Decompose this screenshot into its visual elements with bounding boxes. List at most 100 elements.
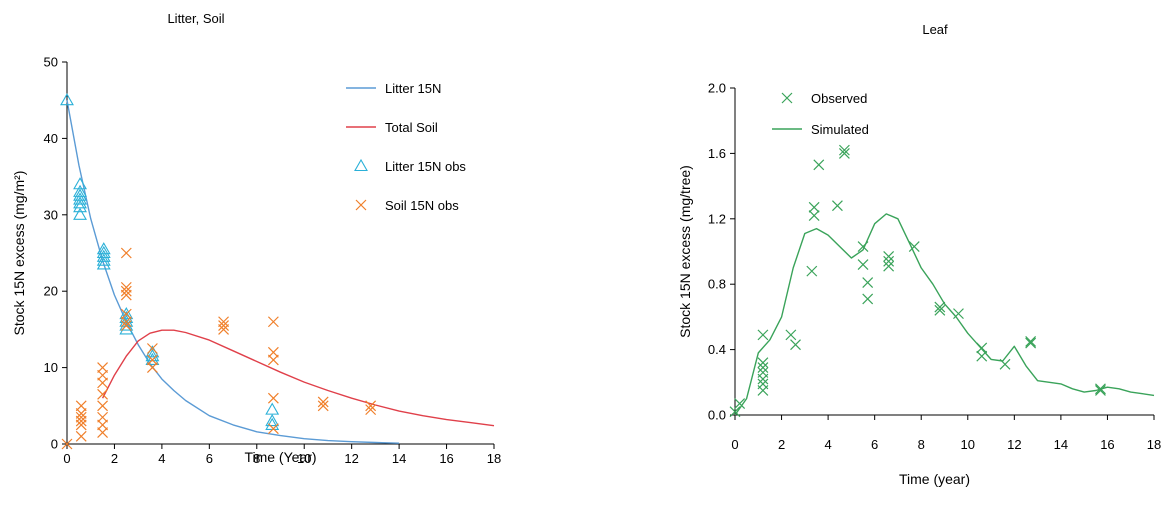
data-point: [218, 316, 229, 328]
legend-label: Simulated: [811, 122, 869, 137]
legend-label: Observed: [811, 91, 867, 106]
data-point: [757, 373, 769, 385]
data-point: [97, 400, 109, 412]
data-point: [120, 308, 132, 320]
data-point: [75, 400, 87, 412]
chart-title: Leaf: [922, 22, 948, 37]
data-point: [838, 147, 850, 159]
y-tick-label: 30: [44, 207, 58, 222]
data-point: [120, 320, 132, 332]
y-tick-label: 40: [44, 131, 58, 146]
data-point: [808, 201, 820, 213]
data-point: [97, 377, 109, 389]
legend-swatch: [354, 158, 368, 172]
data-point: [734, 398, 746, 409]
data-point: [75, 415, 87, 427]
data-point: [73, 188, 87, 201]
data-point: [862, 293, 874, 305]
data-point: [1095, 385, 1106, 396]
data-point: [757, 357, 769, 369]
legend-item: Litter 15N: [346, 81, 441, 96]
data-point: [267, 346, 279, 358]
data-point: [75, 411, 87, 423]
data-point: [120, 247, 132, 259]
data-point: [883, 260, 895, 272]
data-point: [97, 419, 109, 431]
data-point: [934, 301, 946, 313]
x-tick-label: 12: [344, 451, 358, 466]
data-point: [75, 419, 87, 431]
legend-item: Litter 15N obs: [354, 158, 466, 174]
data-point: [60, 93, 74, 106]
legend-label: Total Soil: [385, 120, 438, 135]
data-point: [120, 316, 132, 328]
x-tick-label: 18: [487, 451, 501, 466]
x-tick-label: 12: [1007, 437, 1021, 452]
x-tick-label: 16: [439, 451, 453, 466]
data-point: [729, 406, 741, 418]
data-point: [73, 196, 87, 209]
x-axis-label: Time (year): [899, 471, 970, 487]
y-tick-label: 1.6: [708, 146, 726, 161]
legend-swatch: [781, 92, 793, 104]
data-point: [267, 392, 279, 404]
series-simulated: [734, 213, 1155, 416]
data-point: [883, 250, 895, 262]
x-tick-label: 8: [918, 437, 925, 452]
data-point: [265, 413, 280, 427]
y-tick-label: 0.8: [708, 277, 726, 292]
data-point: [73, 192, 87, 205]
data-point: [96, 249, 111, 262]
x-tick-label: 14: [1054, 437, 1068, 452]
y-tick-label: 0.4: [708, 342, 726, 357]
legend-label: Soil 15N obs: [385, 198, 459, 213]
legend-item: Simulated: [772, 122, 869, 137]
data-point: [120, 289, 132, 301]
data-point: [1025, 337, 1037, 349]
y-tick-label: 0.0: [708, 408, 726, 423]
y-tick-label: 0: [51, 437, 58, 452]
legend-item: Soil 15N obs: [355, 198, 459, 213]
data-point: [75, 430, 87, 442]
series-total-soil: [101, 329, 495, 427]
data-point: [806, 265, 818, 277]
data-point: [857, 259, 869, 271]
x-tick-label: 2: [778, 437, 785, 452]
data-point: [831, 200, 843, 212]
x-tick-label: 4: [824, 437, 831, 452]
x-tick-label: 18: [1147, 437, 1161, 452]
data-point: [953, 308, 964, 320]
y-tick-label: 50: [44, 55, 58, 70]
data-point: [218, 323, 229, 335]
legend-swatch: [355, 199, 367, 211]
series-observed: [729, 144, 1106, 418]
data-point: [317, 400, 329, 412]
series-line: [734, 213, 1155, 416]
series-line: [66, 100, 400, 444]
data-point: [813, 159, 825, 171]
data-point: [97, 427, 109, 438]
y-tick-label: 2.0: [708, 81, 726, 96]
legend-label: Litter 15N: [385, 81, 441, 96]
litter-soil-chart: Litter, Soil 0 10 20 30 40 50 0 2 4 6 8 10 12 14 16 18 Ti…: [11, 11, 501, 466]
series-soil-15n-obs: [61, 247, 377, 450]
data-point: [757, 329, 769, 341]
data-point: [808, 210, 820, 221]
chart-title: Litter, Soil: [167, 11, 224, 26]
y-tick-label: 20: [44, 284, 58, 299]
data-point: [146, 343, 158, 354]
legend-label: Litter 15N obs: [385, 159, 466, 174]
x-tick-label: 10: [961, 437, 975, 452]
x-tick-label: 0: [731, 437, 738, 452]
series-litter-15n-obs: [60, 93, 280, 430]
data-point: [145, 352, 160, 366]
data-point: [120, 281, 132, 293]
data-point: [61, 438, 73, 450]
data-point: [790, 339, 801, 351]
legend-item: Observed: [781, 91, 867, 106]
data-point: [757, 362, 769, 374]
data-point: [757, 385, 769, 396]
data-point: [1025, 336, 1037, 347]
x-tick-label: 4: [158, 451, 165, 466]
